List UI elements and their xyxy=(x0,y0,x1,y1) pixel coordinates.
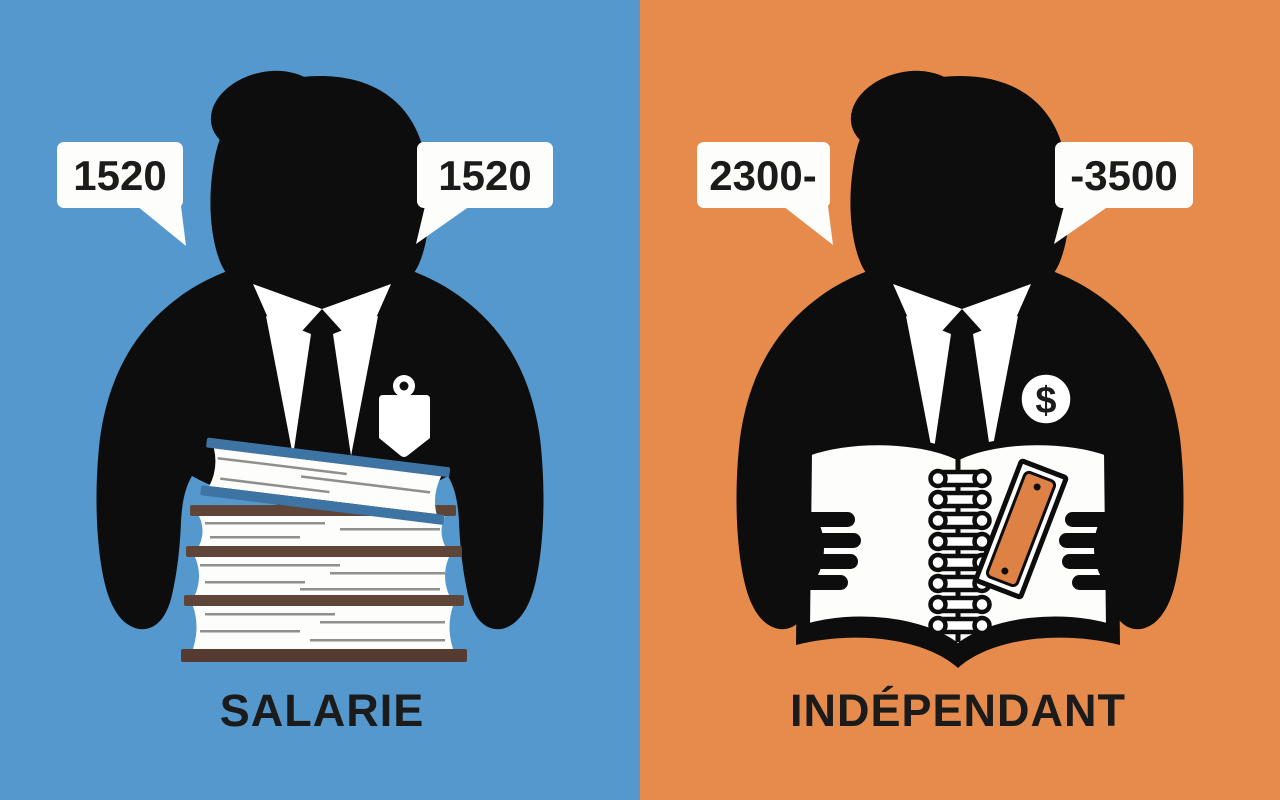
hair-quiff xyxy=(850,70,964,154)
bubble-tail xyxy=(137,206,186,246)
speech-bubble-left: 1520 xyxy=(57,142,186,246)
bubble-tail xyxy=(783,206,833,245)
page-lines xyxy=(200,613,445,642)
page-line xyxy=(340,528,440,531)
finger xyxy=(803,554,858,569)
speech-bubble-right: -3500 xyxy=(1054,142,1193,244)
salaried-person-silhouette xyxy=(96,70,544,630)
page-line xyxy=(330,572,445,575)
independent-label: INDÉPENDANT xyxy=(790,685,1126,736)
salaried-collar xyxy=(253,284,391,456)
page-line xyxy=(210,536,300,539)
spiral-ring xyxy=(928,489,992,510)
hair-quiff xyxy=(210,70,324,154)
page-lines xyxy=(205,522,440,539)
independent-panel: $ xyxy=(640,0,1280,800)
bubble-value: 1520 xyxy=(73,152,166,199)
finger xyxy=(1062,554,1117,569)
page-line xyxy=(205,613,335,616)
tag-ring-hole xyxy=(399,381,409,391)
pen-dot-bottom xyxy=(1001,567,1009,575)
torso xyxy=(736,250,1184,630)
bubble-box xyxy=(57,142,183,208)
speech-bubble-right: 1520 xyxy=(416,142,553,244)
finger xyxy=(1072,575,1117,590)
page-line xyxy=(300,475,431,494)
book-cover xyxy=(184,595,464,606)
collar-flap-right xyxy=(962,284,1031,352)
shirt-left xyxy=(266,316,311,456)
collar-flap-left xyxy=(253,284,322,352)
spiral-ring xyxy=(928,531,992,552)
dollar-badge-icon: $ xyxy=(1016,369,1076,429)
bubble-tail xyxy=(416,206,470,244)
spiral-ring xyxy=(928,510,992,531)
tag-body xyxy=(379,395,430,457)
page-line xyxy=(217,456,347,476)
shirt-left xyxy=(906,316,951,456)
badge-tag-icon xyxy=(379,375,430,457)
dollar-symbol: $ xyxy=(1035,380,1056,422)
page-line xyxy=(200,630,300,633)
finger xyxy=(803,533,861,548)
finger xyxy=(1065,512,1117,527)
speech-bubble-left: 2300- xyxy=(697,142,833,245)
salaried-label: SALARIE xyxy=(220,685,425,736)
spiral-ring xyxy=(928,615,992,636)
bubble-tail xyxy=(1054,206,1109,244)
book-cover xyxy=(186,546,462,557)
salaried-panel: 1520 1520 SALARIE xyxy=(0,0,640,800)
bubble-value: 1520 xyxy=(438,152,531,199)
independent-person-silhouette xyxy=(736,70,1184,630)
book-pages xyxy=(193,606,453,649)
book-spine-bottom xyxy=(200,485,445,525)
left-ear xyxy=(853,201,877,247)
shirt-right xyxy=(973,316,1018,456)
bubble-box xyxy=(1055,142,1193,208)
right-hand xyxy=(1059,506,1146,590)
page-line xyxy=(200,564,340,567)
book-spine-top xyxy=(206,437,451,478)
tilted-book xyxy=(200,437,451,525)
torso xyxy=(96,250,544,630)
page-line xyxy=(300,588,440,591)
bubble-value: 2300- xyxy=(709,152,816,199)
page-line xyxy=(205,581,305,584)
bubble-value: -3500 xyxy=(1070,152,1177,199)
spiral-ring xyxy=(928,594,992,615)
page-line xyxy=(320,621,445,624)
pen-dot-top xyxy=(1033,483,1041,491)
shirt-right xyxy=(333,316,378,456)
page-line xyxy=(205,522,325,525)
dollar-badge-circle xyxy=(1016,369,1076,429)
books-stack xyxy=(181,437,467,662)
bubble-box xyxy=(417,142,553,208)
left-ear xyxy=(213,201,237,247)
finger xyxy=(1059,533,1117,548)
independent-collar xyxy=(893,284,1031,456)
page-line xyxy=(220,477,330,494)
page-lines xyxy=(217,456,431,494)
spiral-notebook xyxy=(772,437,1146,668)
page-line xyxy=(310,639,445,642)
pen-inner xyxy=(985,470,1057,588)
collar-flap-right xyxy=(322,284,391,352)
page-lines xyxy=(200,564,445,591)
finger xyxy=(803,575,848,590)
bubble-box xyxy=(697,142,830,208)
book-cover-bottom xyxy=(181,649,467,662)
spiral-ring xyxy=(928,468,992,489)
pen-item-icon xyxy=(973,458,1069,600)
collar-flap-left xyxy=(893,284,962,352)
left-hand xyxy=(772,506,861,590)
finger xyxy=(803,512,855,527)
